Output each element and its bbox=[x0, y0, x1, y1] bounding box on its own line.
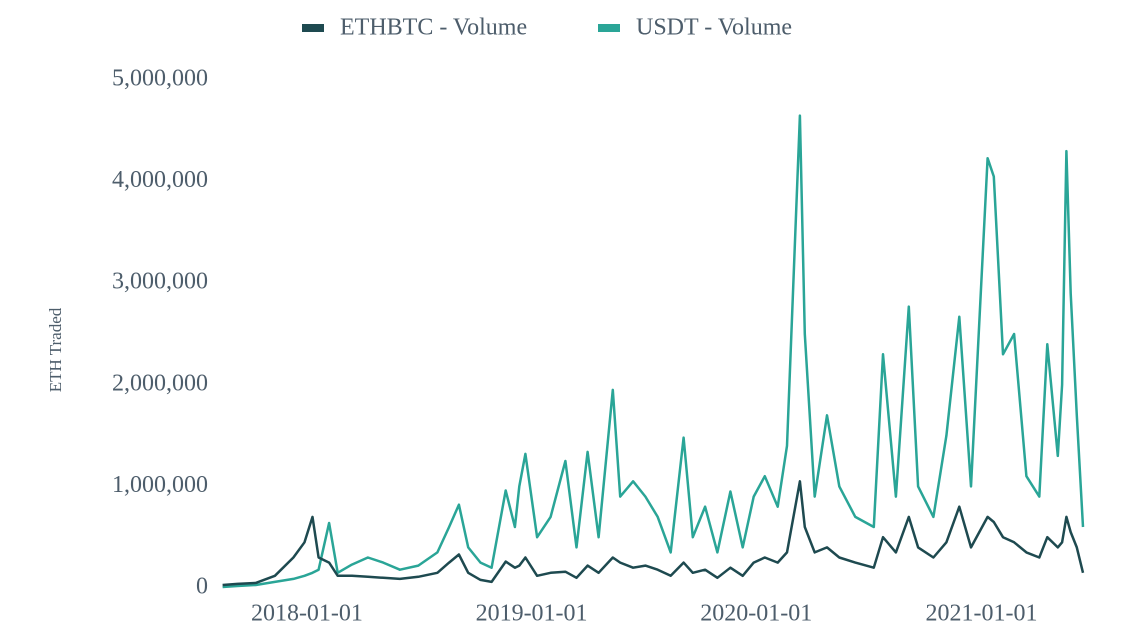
series-line bbox=[222, 480, 1085, 587]
x-tick-label: 2019-01-01 bbox=[476, 601, 588, 627]
y-tick-label: 4,000,000 bbox=[112, 167, 208, 193]
legend-label: USDT - Volume bbox=[636, 15, 792, 41]
series-line bbox=[222, 114, 1085, 589]
y-tick-label: 2,000,000 bbox=[112, 370, 208, 396]
y-tick-label: 1,000,000 bbox=[112, 472, 208, 498]
x-tick-label: 2020-01-01 bbox=[700, 601, 812, 627]
legend-label: ETHBTC - Volume bbox=[340, 15, 527, 41]
y-tick-label: 5,000,000 bbox=[112, 66, 208, 92]
legend-swatch bbox=[302, 24, 324, 32]
y-tick-label: 0 bbox=[196, 574, 208, 600]
y-axis-label: ETH Traded bbox=[46, 307, 65, 392]
y-tick-label: 3,000,000 bbox=[112, 269, 208, 295]
x-tick-label: 2021-01-01 bbox=[925, 601, 1037, 627]
x-tick-label: 2018-01-01 bbox=[251, 601, 363, 627]
legend-swatch bbox=[598, 24, 620, 32]
